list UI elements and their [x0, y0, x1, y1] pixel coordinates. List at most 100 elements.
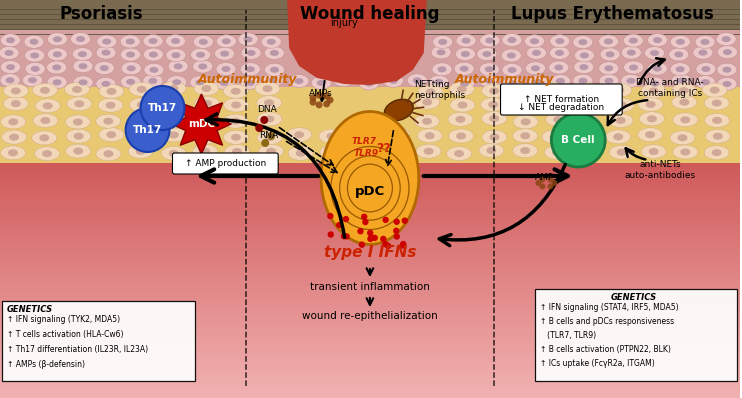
Ellipse shape: [121, 62, 141, 75]
Ellipse shape: [671, 35, 690, 48]
Ellipse shape: [33, 83, 57, 97]
Ellipse shape: [676, 66, 685, 72]
Ellipse shape: [148, 78, 157, 84]
Text: ↑ B cells activation (PTPN22, BLK): ↑ B cells activation (PTPN22, BLK): [540, 345, 672, 354]
Ellipse shape: [513, 129, 538, 143]
Ellipse shape: [527, 46, 546, 59]
Circle shape: [140, 86, 185, 130]
Ellipse shape: [459, 66, 469, 72]
Ellipse shape: [641, 144, 666, 158]
Ellipse shape: [579, 78, 588, 84]
Ellipse shape: [580, 64, 588, 70]
Ellipse shape: [327, 148, 338, 156]
Ellipse shape: [171, 52, 180, 58]
Ellipse shape: [456, 133, 466, 139]
Ellipse shape: [169, 117, 179, 124]
Ellipse shape: [555, 38, 565, 44]
Ellipse shape: [161, 146, 186, 160]
Ellipse shape: [621, 46, 641, 59]
Ellipse shape: [574, 60, 594, 74]
Ellipse shape: [223, 84, 249, 98]
Ellipse shape: [4, 50, 13, 56]
Ellipse shape: [220, 80, 229, 86]
Ellipse shape: [384, 74, 404, 88]
Text: ↑ IFN signaling (TYK2, MDA5): ↑ IFN signaling (TYK2, MDA5): [7, 315, 120, 324]
Ellipse shape: [106, 131, 116, 138]
Ellipse shape: [677, 78, 686, 84]
Ellipse shape: [637, 128, 663, 142]
Ellipse shape: [640, 112, 664, 126]
Ellipse shape: [107, 88, 116, 95]
Ellipse shape: [609, 145, 634, 159]
Circle shape: [315, 101, 323, 108]
Ellipse shape: [168, 60, 188, 73]
Ellipse shape: [623, 61, 643, 74]
Circle shape: [380, 236, 387, 242]
Ellipse shape: [149, 51, 158, 58]
Ellipse shape: [65, 82, 90, 96]
Ellipse shape: [647, 62, 667, 75]
Ellipse shape: [580, 53, 589, 59]
Text: ↓ NET degradation: ↓ NET degradation: [519, 103, 605, 111]
Ellipse shape: [100, 65, 109, 71]
Text: ↑ NET formation: ↑ NET formation: [524, 94, 599, 103]
Ellipse shape: [168, 150, 179, 157]
Circle shape: [368, 234, 375, 241]
Ellipse shape: [295, 131, 304, 138]
Text: ↑ AMP production: ↑ AMP production: [185, 159, 266, 168]
Ellipse shape: [6, 64, 15, 70]
Ellipse shape: [223, 98, 249, 112]
Ellipse shape: [502, 63, 522, 76]
Ellipse shape: [450, 98, 475, 112]
Ellipse shape: [8, 149, 18, 156]
Ellipse shape: [676, 39, 685, 45]
Text: type I IFNs: type I IFNs: [324, 246, 416, 261]
Ellipse shape: [550, 47, 570, 59]
Ellipse shape: [126, 79, 135, 85]
Ellipse shape: [701, 79, 710, 85]
Ellipse shape: [30, 66, 40, 72]
Ellipse shape: [76, 36, 85, 42]
Ellipse shape: [650, 81, 660, 87]
Bar: [0, 0, 740, 36]
Text: injury: injury: [330, 18, 358, 28]
Ellipse shape: [384, 99, 413, 121]
Ellipse shape: [199, 39, 208, 45]
Ellipse shape: [265, 134, 275, 141]
Ellipse shape: [456, 116, 465, 123]
Ellipse shape: [25, 62, 45, 75]
Ellipse shape: [447, 146, 472, 160]
Ellipse shape: [552, 149, 562, 156]
Ellipse shape: [573, 35, 593, 49]
Ellipse shape: [47, 61, 67, 74]
Text: ↑ ICs uptake (FcγR2a, ITGAM): ↑ ICs uptake (FcγR2a, ITGAM): [540, 359, 655, 368]
Ellipse shape: [551, 74, 571, 88]
Ellipse shape: [359, 77, 379, 90]
Ellipse shape: [73, 119, 83, 125]
Ellipse shape: [617, 101, 627, 109]
Ellipse shape: [482, 111, 507, 125]
Ellipse shape: [577, 96, 601, 110]
Ellipse shape: [574, 82, 599, 96]
Ellipse shape: [223, 130, 249, 144]
Ellipse shape: [391, 147, 401, 154]
Circle shape: [361, 214, 367, 220]
Ellipse shape: [96, 114, 121, 128]
Ellipse shape: [605, 130, 631, 144]
Ellipse shape: [105, 102, 116, 109]
Ellipse shape: [39, 135, 49, 141]
Ellipse shape: [679, 99, 689, 105]
Ellipse shape: [480, 34, 500, 47]
Ellipse shape: [222, 38, 231, 44]
Ellipse shape: [550, 35, 570, 48]
Circle shape: [336, 222, 342, 228]
Ellipse shape: [585, 131, 595, 139]
Ellipse shape: [257, 112, 282, 126]
Circle shape: [267, 132, 275, 140]
Text: AMPs: AMPs: [309, 88, 333, 98]
Ellipse shape: [241, 47, 261, 59]
Circle shape: [536, 180, 542, 186]
Ellipse shape: [436, 49, 446, 55]
Circle shape: [393, 228, 399, 234]
Ellipse shape: [193, 60, 213, 73]
